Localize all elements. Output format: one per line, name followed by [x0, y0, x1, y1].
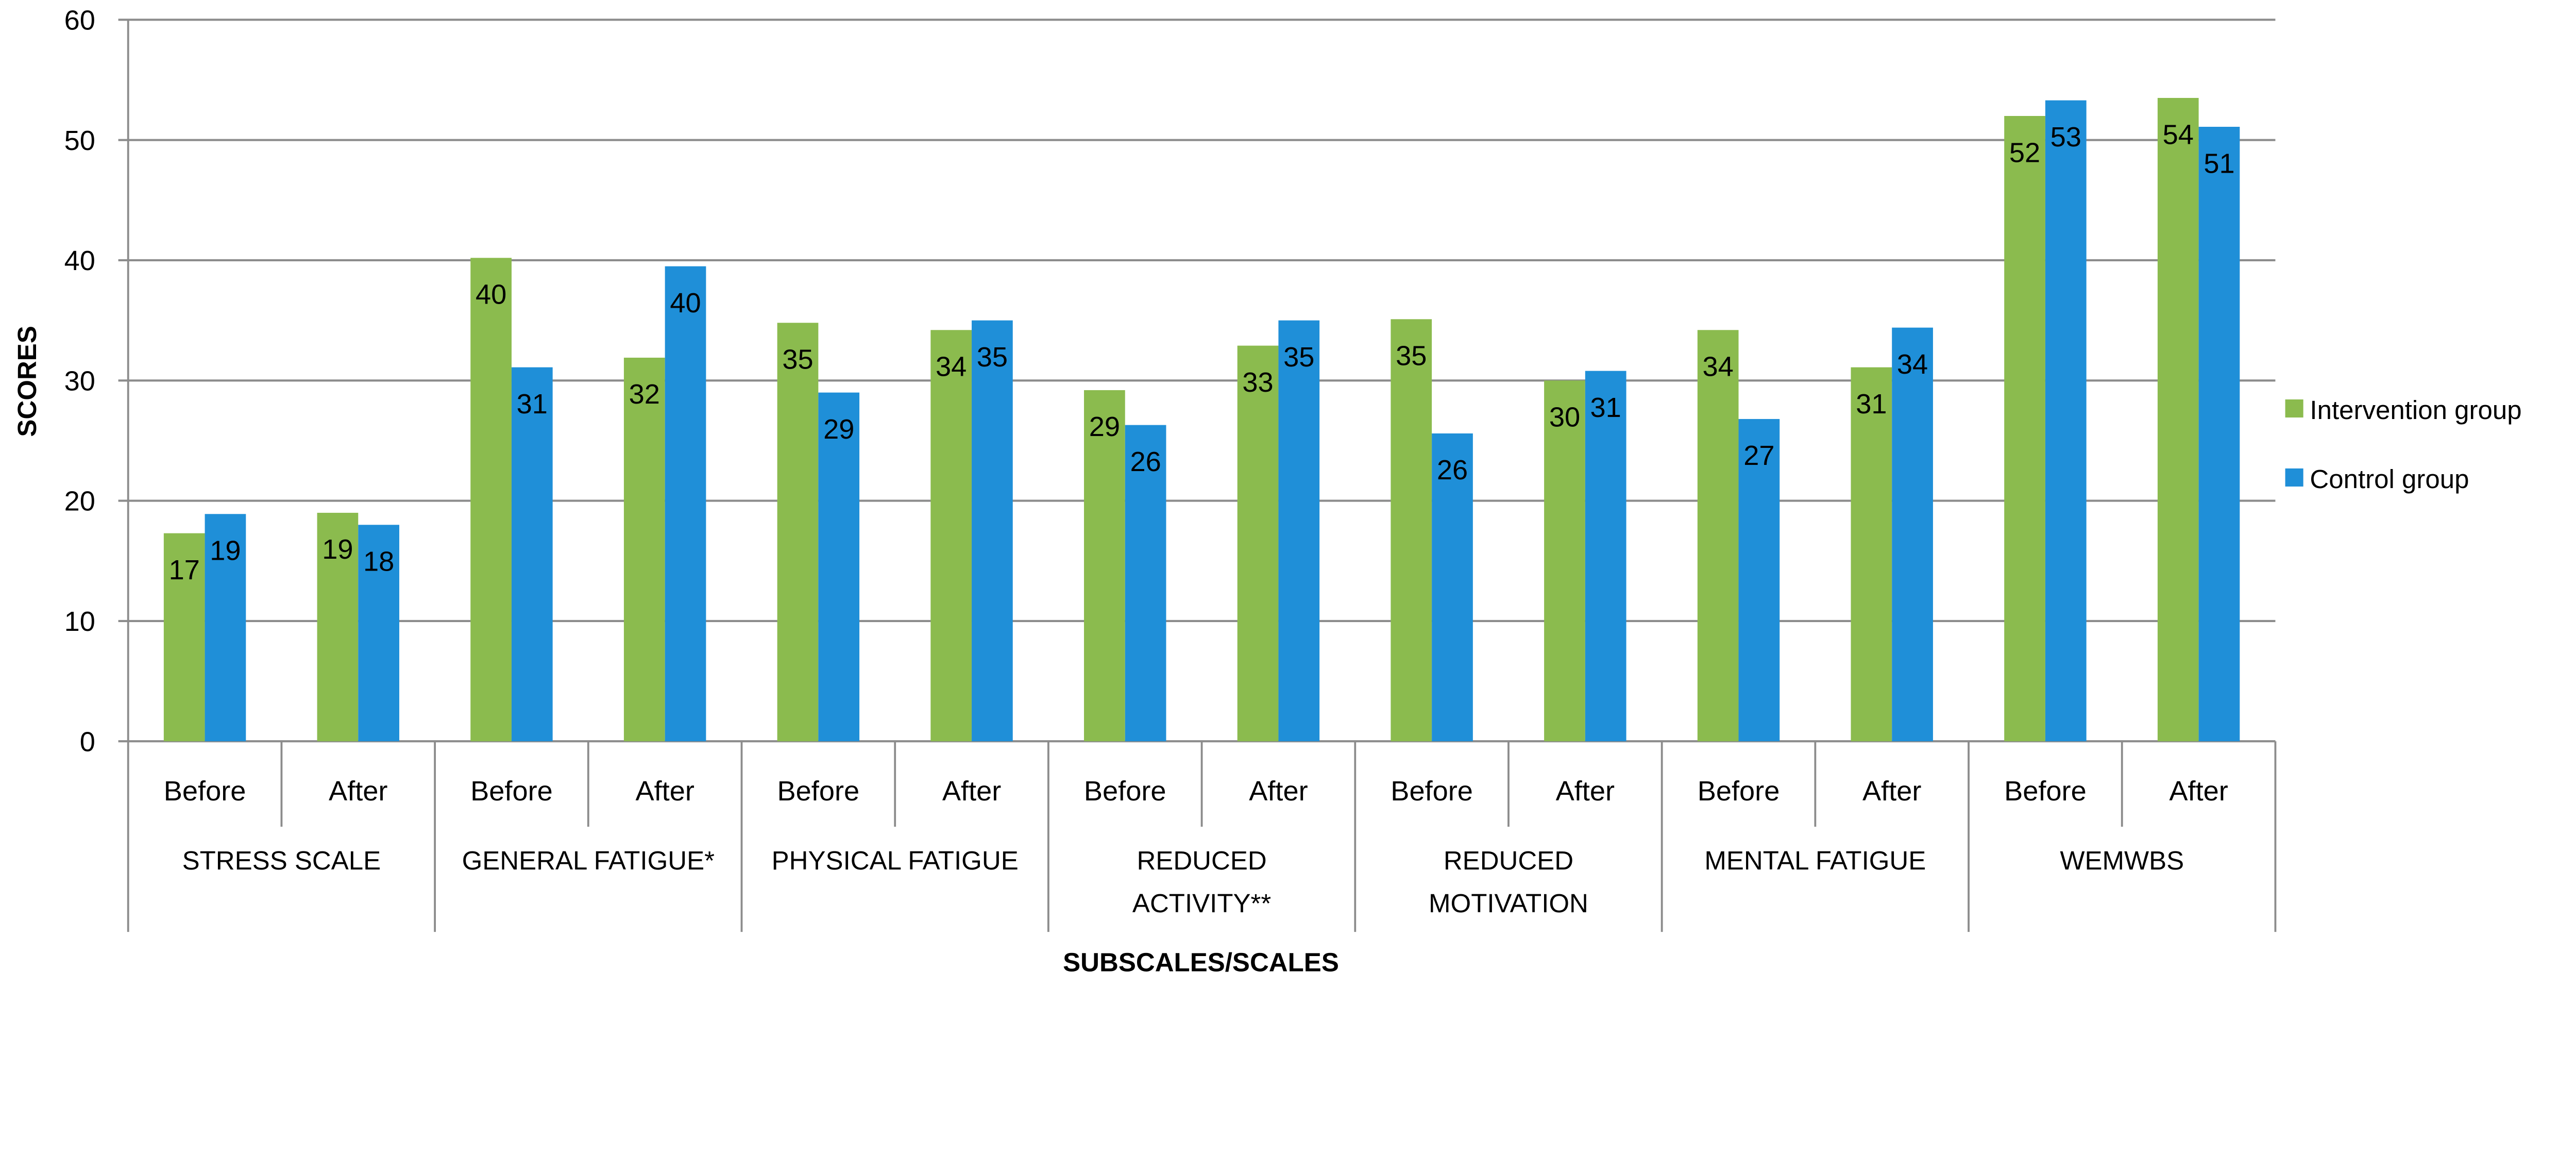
data-label: 52: [2009, 137, 2040, 168]
data-label: 18: [363, 546, 394, 577]
data-label: 51: [2204, 148, 2234, 179]
bar-intervention: [163, 533, 205, 742]
category-label: ACTIVITY**: [1132, 889, 1271, 918]
sub-category-label: Before: [2004, 776, 2087, 807]
sub-category-label: Before: [164, 776, 246, 807]
x-axis-title: SUBSCALES/SCALES: [1063, 948, 1339, 977]
data-label: 31: [1590, 392, 1621, 423]
data-label: 29: [823, 414, 854, 445]
bar-intervention: [930, 330, 972, 742]
data-label: 40: [476, 279, 506, 310]
category-label: MOTIVATION: [1429, 889, 1588, 918]
category-label: STRESS SCALE: [182, 846, 381, 875]
bar-control: [205, 514, 246, 742]
y-tick-label: 0: [80, 726, 95, 757]
bar-control: [1432, 433, 1473, 742]
data-label: 35: [1283, 342, 1314, 373]
sub-category-label: After: [1556, 776, 1615, 807]
bar-control: [2045, 100, 2087, 742]
data-label: 35: [1396, 341, 1427, 372]
legend-label: Intervention group: [2310, 395, 2521, 425]
bar-control: [2198, 126, 2240, 742]
category-label: REDUCED: [1444, 846, 1573, 875]
data-label: 35: [782, 344, 813, 375]
bar-control: [818, 392, 860, 742]
data-label: 29: [1089, 411, 1120, 442]
data-label: 34: [1897, 349, 1928, 380]
bar-control: [1278, 320, 1320, 742]
data-label: 53: [2050, 122, 2081, 153]
bar-control: [1892, 327, 1933, 742]
bar-intervention: [1697, 330, 1739, 742]
data-label: 26: [1130, 446, 1161, 477]
bar-intervention: [1237, 345, 1279, 742]
bar-intervention: [1084, 390, 1125, 742]
sub-category-label: Before: [1698, 776, 1780, 807]
data-label: 34: [936, 352, 967, 382]
bar-intervention: [1391, 319, 1432, 742]
sub-category-label: After: [942, 776, 1001, 807]
bar-control: [1125, 425, 1166, 742]
bar-control: [972, 320, 1013, 742]
category-label: GENERAL FATIGUE*: [462, 846, 715, 875]
data-label: 35: [977, 342, 1008, 373]
data-label: 19: [210, 536, 241, 566]
category-label: PHYSICAL FATIGUE: [772, 846, 1019, 875]
y-axis-title: SCORES: [12, 326, 42, 437]
sub-category-label: After: [635, 776, 694, 807]
y-tick-label: 10: [64, 606, 95, 637]
bar-intervention: [2004, 116, 2045, 742]
bar-control: [1738, 419, 1780, 742]
category-label: MENTAL FATIGUE: [1704, 846, 1926, 875]
sub-category-label: After: [1862, 776, 1921, 807]
y-tick-label: 30: [64, 365, 95, 396]
data-label: 54: [2163, 119, 2194, 150]
sub-category-label: After: [329, 776, 387, 807]
data-label: 31: [517, 389, 548, 420]
bar-intervention: [1851, 367, 1892, 742]
bar-intervention: [2157, 98, 2199, 742]
category-label: REDUCED: [1137, 846, 1266, 875]
bar-control: [511, 367, 553, 742]
y-tick-label: 60: [64, 5, 95, 36]
grouped-bar-chart: 0 10 20 30 40 50 60 17 19 19 18 40 31 32 40 35 29 34 35 29…: [12, 5, 2522, 977]
data-label: 19: [322, 534, 353, 565]
data-label: 33: [1242, 367, 1273, 398]
data-label: 34: [1703, 352, 1734, 382]
bar-intervention: [317, 512, 359, 742]
bar-control: [1585, 371, 1626, 742]
y-tick-label: 20: [64, 486, 95, 517]
data-label: 26: [1437, 455, 1468, 486]
data-label: 40: [670, 288, 701, 319]
data-label: 30: [1549, 402, 1580, 433]
bar-intervention: [1544, 380, 1585, 742]
category-label: WEMWBS: [2060, 846, 2184, 875]
sub-category-label: After: [1249, 776, 1308, 807]
legend-swatch: [2285, 399, 2303, 418]
data-label: 31: [1856, 389, 1887, 420]
data-label: 32: [629, 379, 660, 410]
sub-category-label: After: [2169, 776, 2228, 807]
legend-swatch: [2285, 468, 2303, 487]
bar-intervention: [623, 357, 665, 742]
sub-category-label: Before: [470, 776, 553, 807]
legend-label: Control group: [2310, 464, 2469, 494]
bar-intervention: [470, 258, 512, 742]
bar-intervention: [777, 323, 819, 742]
bar-control: [665, 266, 706, 742]
data-label: 27: [1743, 440, 1774, 471]
sub-category-label: Before: [777, 776, 860, 807]
sub-category-label: Before: [1391, 776, 1473, 807]
sub-category-label: Before: [1084, 776, 1166, 807]
bar-control: [358, 525, 399, 742]
y-tick-label: 50: [64, 125, 95, 156]
y-tick-label: 40: [64, 245, 95, 276]
data-label: 17: [169, 555, 200, 586]
